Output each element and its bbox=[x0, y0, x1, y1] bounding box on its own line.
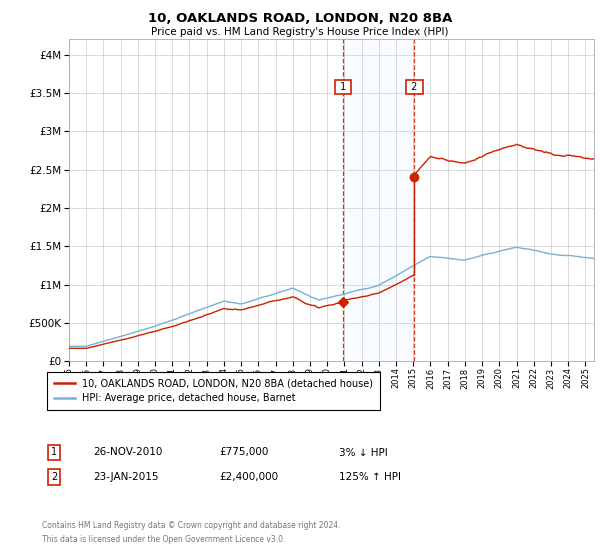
Text: 23-JAN-2015: 23-JAN-2015 bbox=[93, 472, 158, 482]
Text: 2: 2 bbox=[51, 472, 57, 482]
Text: This data is licensed under the Open Government Licence v3.0.: This data is licensed under the Open Gov… bbox=[42, 535, 286, 544]
Text: 2: 2 bbox=[408, 82, 421, 92]
Bar bbox=[343, 39, 415, 361]
Text: 26-NOV-2010: 26-NOV-2010 bbox=[93, 447, 163, 458]
Text: £775,000: £775,000 bbox=[219, 447, 268, 458]
Text: Price paid vs. HM Land Registry's House Price Index (HPI): Price paid vs. HM Land Registry's House … bbox=[151, 27, 449, 37]
Text: 1: 1 bbox=[337, 82, 349, 92]
Text: 10, OAKLANDS ROAD, LONDON, N20 8BA: 10, OAKLANDS ROAD, LONDON, N20 8BA bbox=[148, 12, 452, 25]
Legend: 10, OAKLANDS ROAD, LONDON, N20 8BA (detached house), HPI: Average price, detache: 10, OAKLANDS ROAD, LONDON, N20 8BA (deta… bbox=[47, 372, 380, 410]
Text: 1: 1 bbox=[51, 447, 57, 458]
Text: £2,400,000: £2,400,000 bbox=[219, 472, 278, 482]
Text: Contains HM Land Registry data © Crown copyright and database right 2024.: Contains HM Land Registry data © Crown c… bbox=[42, 521, 341, 530]
Text: 3% ↓ HPI: 3% ↓ HPI bbox=[339, 447, 388, 458]
Text: 125% ↑ HPI: 125% ↑ HPI bbox=[339, 472, 401, 482]
